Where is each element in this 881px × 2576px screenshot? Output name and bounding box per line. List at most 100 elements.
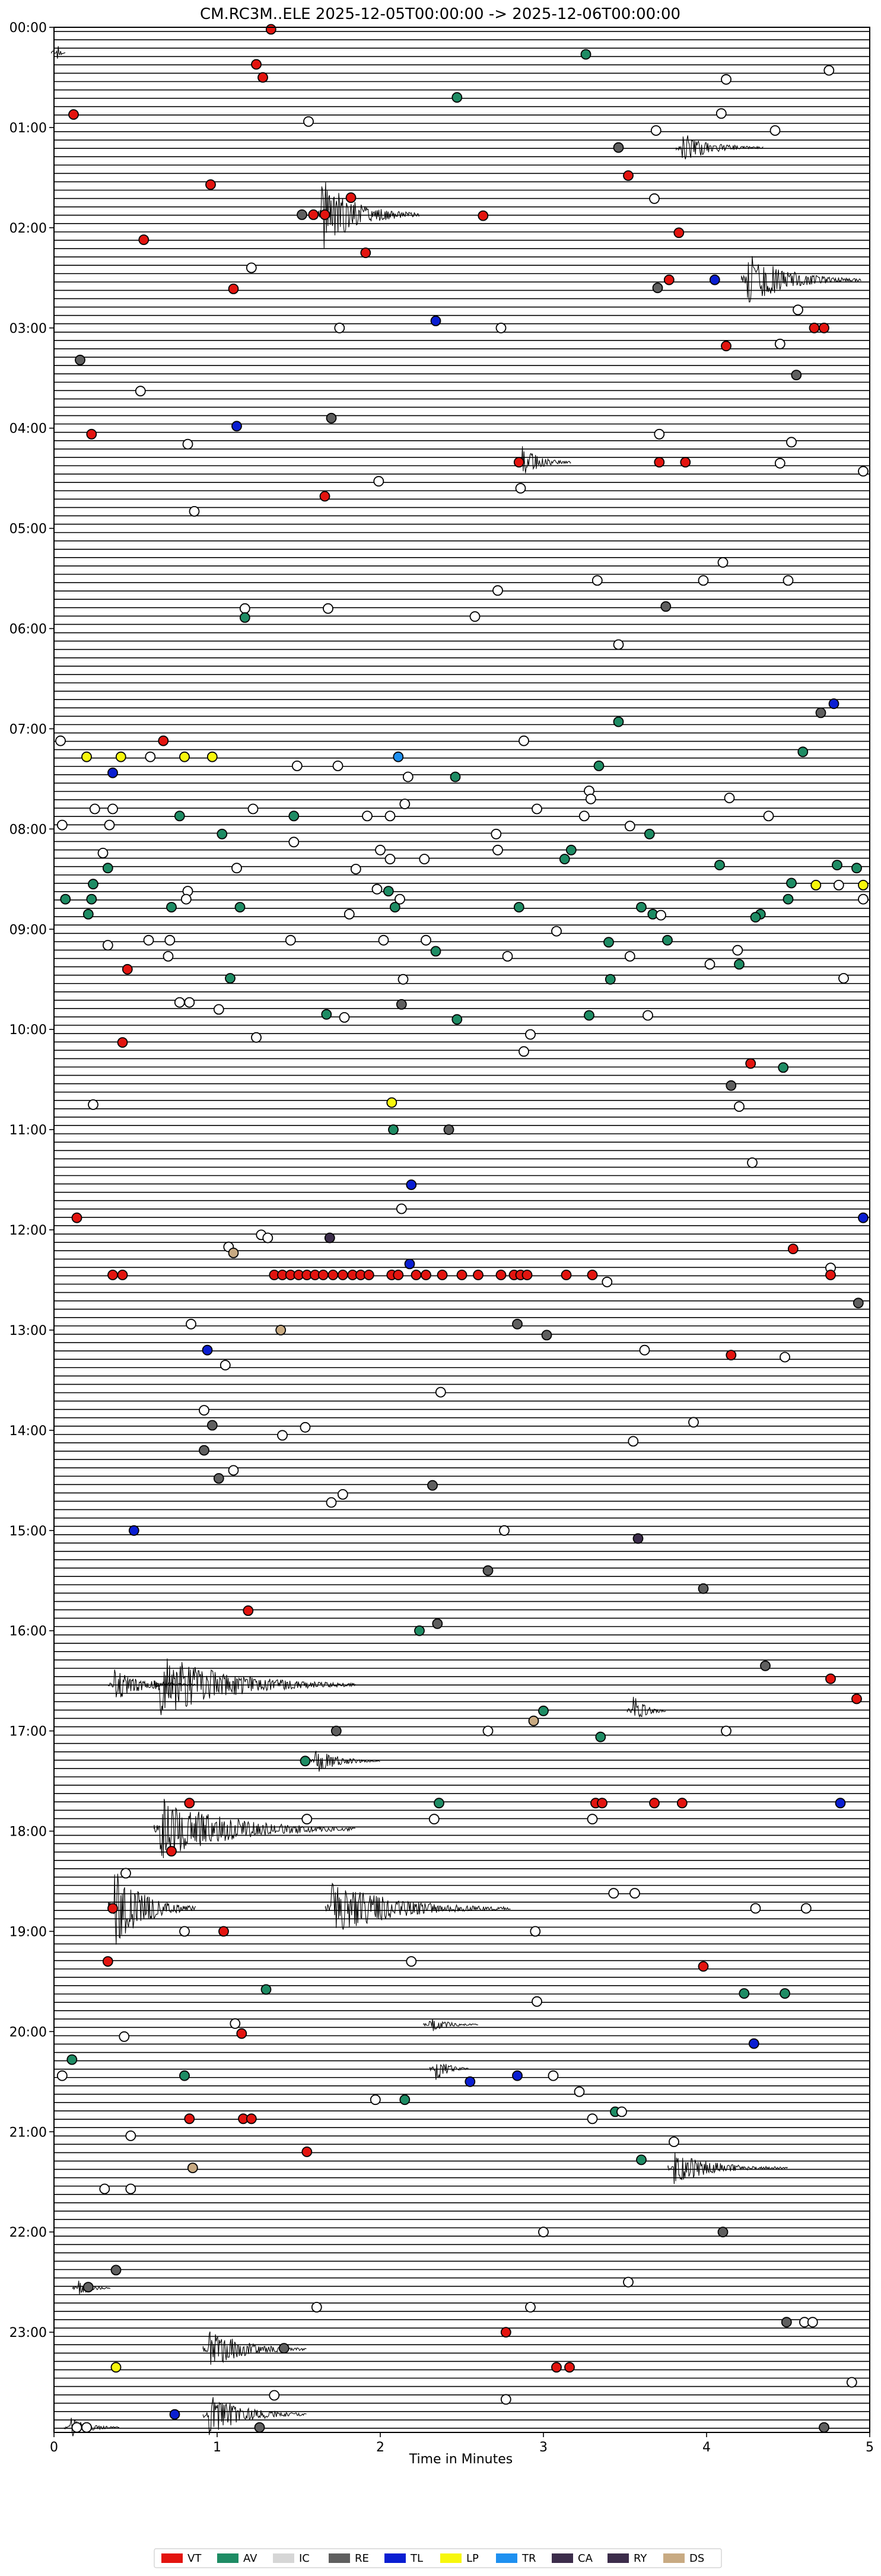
event-marker <box>71 1212 82 1223</box>
event-marker <box>432 1618 443 1629</box>
event-marker <box>56 2070 68 2081</box>
event-marker <box>362 810 373 822</box>
event-marker <box>231 421 242 432</box>
event-marker <box>404 1258 415 1270</box>
event-marker <box>217 828 228 839</box>
event-marker <box>143 934 154 946</box>
event-marker <box>450 771 461 783</box>
event-marker <box>491 828 502 839</box>
event-marker <box>624 820 635 832</box>
event-marker <box>128 1525 139 1536</box>
event-marker <box>107 803 118 815</box>
x-tick-label: 3 <box>539 2440 548 2455</box>
event-marker <box>97 848 109 858</box>
event-marker <box>616 2106 627 2117</box>
y-tick-label: 12:00 <box>9 1223 47 1238</box>
legend-swatch <box>384 2553 406 2563</box>
event-marker <box>332 761 344 771</box>
event-marker <box>774 338 785 349</box>
legend-label: AV <box>243 2552 257 2565</box>
event-marker <box>228 283 239 294</box>
seismic-burst <box>429 2063 469 2080</box>
x-tick-label: 2 <box>376 2440 384 2455</box>
event-marker <box>288 837 300 848</box>
y-tick-label: 13:00 <box>9 1324 47 1338</box>
event-marker <box>763 810 774 822</box>
event-marker <box>760 1660 771 1671</box>
event-marker <box>528 1715 539 1726</box>
event-marker <box>726 1080 737 1091</box>
event-marker <box>239 603 250 614</box>
event-marker <box>532 803 542 815</box>
event-marker <box>825 1673 836 1684</box>
event-marker <box>726 1350 737 1361</box>
event-marker <box>515 483 526 494</box>
event-marker <box>182 438 193 450</box>
event-marker <box>698 1961 709 1972</box>
event-marker <box>303 116 314 127</box>
event-marker <box>107 1270 118 1280</box>
event-marker <box>66 2054 78 2065</box>
legend-label: DS <box>689 2552 704 2565</box>
event-marker <box>580 49 591 60</box>
event-marker <box>807 2317 818 2328</box>
event-marker <box>809 322 820 333</box>
event-marker <box>396 1203 407 1214</box>
event-marker <box>482 1565 494 1576</box>
y-tick-label: 14:00 <box>9 1424 47 1439</box>
event-marker <box>386 1097 397 1108</box>
event-marker <box>158 735 169 746</box>
event-marker <box>291 761 303 771</box>
event-marker <box>623 170 634 181</box>
legend-swatch <box>663 2553 685 2563</box>
event-marker <box>513 902 524 912</box>
event-marker <box>564 2362 575 2373</box>
event-marker <box>339 1012 350 1023</box>
event-marker <box>548 2070 559 2081</box>
event-marker <box>541 1330 552 1341</box>
event-marker <box>643 1010 653 1021</box>
event-marker <box>492 585 503 596</box>
event-marker <box>584 1010 594 1021</box>
event-marker <box>301 2146 313 2157</box>
event-marker <box>750 912 761 923</box>
event-marker <box>311 2301 322 2313</box>
event-marker <box>624 951 635 962</box>
event-marker <box>402 771 414 783</box>
seismic-burst <box>50 46 66 59</box>
event-marker <box>257 72 268 83</box>
event-marker <box>337 1489 348 1500</box>
event-marker <box>662 934 673 946</box>
event-marker <box>399 799 411 809</box>
event-marker <box>492 844 503 856</box>
event-marker <box>652 282 663 294</box>
event-marker <box>513 457 524 468</box>
event-marker <box>676 1798 688 1809</box>
event-markers <box>55 24 869 2433</box>
seismic-burst <box>626 1697 666 1718</box>
event-marker <box>465 2076 476 2087</box>
event-marker <box>199 1445 209 1456</box>
event-marker <box>495 1270 507 1280</box>
legend-label: TL <box>410 2552 423 2565</box>
event-marker <box>858 893 869 905</box>
event-marker <box>396 999 407 1010</box>
legend-swatch <box>273 2553 294 2563</box>
event-marker <box>473 1270 484 1280</box>
event-marker <box>99 2183 110 2195</box>
event-marker <box>704 959 715 970</box>
event-marker <box>81 751 92 762</box>
x-tick-label: 0 <box>50 2440 58 2455</box>
event-marker <box>717 557 729 568</box>
event-marker <box>246 262 257 273</box>
event-marker <box>519 735 529 746</box>
event-marker <box>288 810 300 822</box>
event-marker <box>174 997 185 1008</box>
event-marker <box>639 1344 650 1356</box>
event-marker <box>414 1625 425 1636</box>
legend-swatch <box>552 2553 573 2563</box>
event-marker <box>747 1157 758 1168</box>
event-marker <box>301 1814 313 1825</box>
event-marker <box>107 767 118 778</box>
event-marker <box>239 612 250 623</box>
